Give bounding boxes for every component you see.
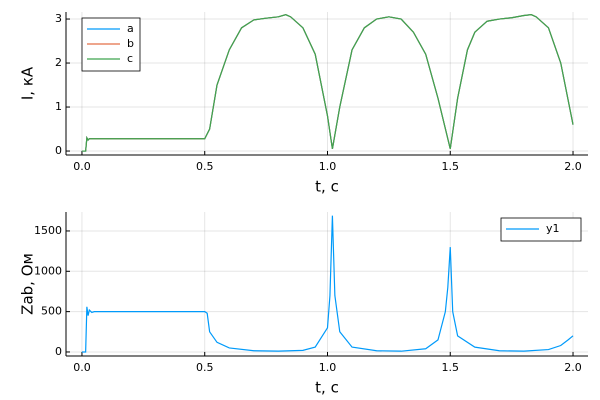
x-tick-label: 0.0: [73, 160, 91, 173]
x-tick-label: 0.5: [196, 160, 214, 173]
y-tick-label: 500: [41, 305, 62, 318]
legend-label: a: [127, 22, 134, 35]
y-tick-label: 3: [55, 12, 62, 25]
x-axis-label: t, с: [315, 178, 339, 196]
y-tick-label: 2: [55, 56, 62, 69]
x-axis-label: t, с: [315, 379, 339, 397]
y-axis-label: Zab, Ом: [19, 253, 37, 315]
legend-label: b: [127, 37, 134, 50]
x-tick-label: 0.5: [196, 361, 214, 374]
x-tick-label: 2.0: [564, 361, 582, 374]
y-tick-label: 0: [55, 345, 62, 358]
x-tick-label: 1.5: [442, 361, 460, 374]
x-tick-label: 1.0: [319, 160, 337, 173]
legend-box: [500, 217, 582, 242]
x-tick-label: 1.5: [442, 160, 460, 173]
legend-label: y1: [546, 222, 560, 235]
x-tick-label: 1.0: [319, 361, 337, 374]
x-tick-label: 0.0: [73, 361, 91, 374]
y-tick-label: 1: [55, 100, 62, 113]
line: [81, 215, 574, 353]
y-axis-label: I, кА: [19, 66, 37, 100]
y-tick-label: 1500: [34, 224, 62, 237]
y-tick-label: 0: [55, 144, 62, 157]
y-tick-label: 1000: [34, 264, 62, 277]
line: [81, 14, 574, 152]
x-tick-label: 2.0: [564, 160, 582, 173]
legend-label: c: [127, 52, 133, 65]
